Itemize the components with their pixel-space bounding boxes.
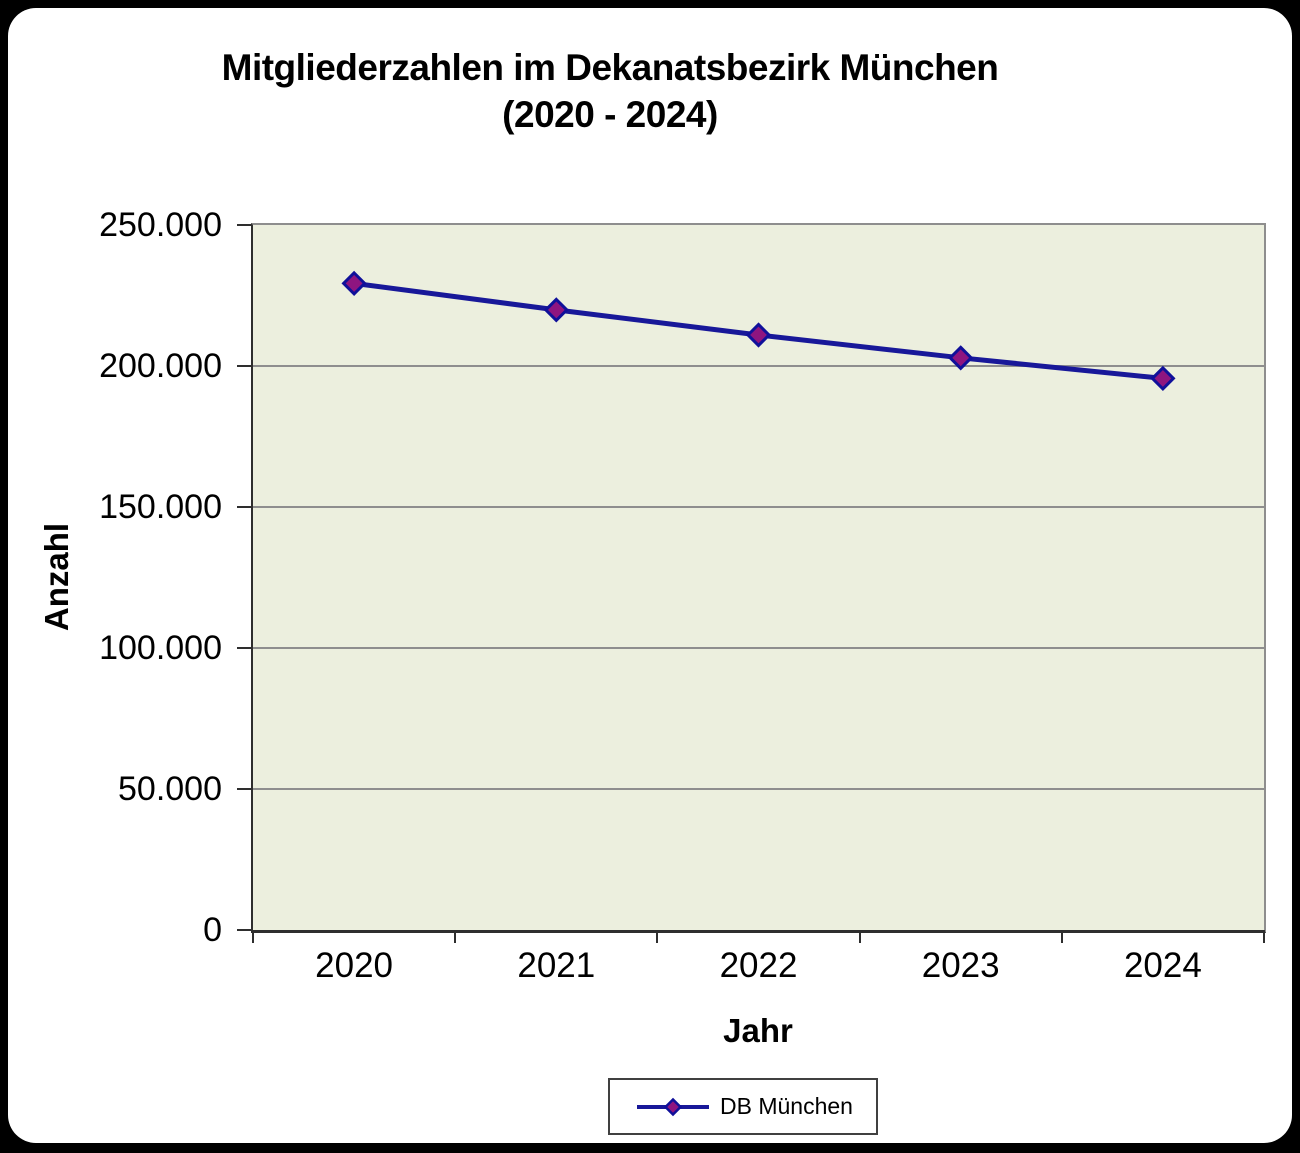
y-tick-label: 0 bbox=[203, 911, 222, 949]
x-tick-mark bbox=[252, 930, 254, 943]
x-tick-mark bbox=[656, 930, 659, 943]
y-tick-mark bbox=[237, 224, 251, 226]
y-tick-label: 200.000 bbox=[99, 347, 222, 385]
chart-title: Mitgliederzahlen im Dekanatsbezirk Münch… bbox=[10, 44, 1210, 138]
y-tick-label: 150.000 bbox=[99, 488, 222, 526]
legend-item-label: DB München bbox=[720, 1093, 853, 1119]
gridline bbox=[253, 506, 1264, 508]
y-tick-mark bbox=[237, 788, 251, 790]
x-tick-mark bbox=[858, 930, 861, 943]
x-tick-mark bbox=[1060, 930, 1063, 943]
gridline bbox=[253, 365, 1264, 367]
y-tick-mark bbox=[237, 647, 251, 649]
legend: DB München bbox=[608, 1078, 878, 1135]
chart-title-line2: (2020 - 2024) bbox=[502, 94, 718, 135]
chart-title-line1: Mitgliederzahlen im Dekanatsbezirk Münch… bbox=[221, 47, 999, 88]
plot-area bbox=[251, 223, 1266, 933]
y-axis-title: Anzahl bbox=[38, 522, 75, 632]
y-tick-label: 250.000 bbox=[99, 206, 222, 244]
y-tick-mark bbox=[237, 506, 251, 508]
x-tick-label: 2023 bbox=[921, 946, 1000, 985]
x-axis-title: Jahr bbox=[723, 1012, 793, 1049]
x-tick-label: 2022 bbox=[719, 946, 798, 985]
y-tick-label: 50.000 bbox=[118, 770, 222, 808]
x-tick-label: 2020 bbox=[315, 946, 394, 985]
y-tick-label: 100.000 bbox=[99, 629, 222, 667]
x-tick-label: 2024 bbox=[1123, 946, 1202, 985]
y-tick-mark bbox=[237, 365, 251, 367]
x-tick-label: 2021 bbox=[517, 946, 596, 985]
legend-series-marker-icon bbox=[637, 1097, 710, 1116]
y-tick-mark bbox=[237, 929, 251, 931]
x-tick-mark bbox=[1263, 930, 1265, 943]
x-tick-mark bbox=[454, 930, 457, 943]
gridline bbox=[253, 647, 1264, 649]
gridline bbox=[253, 788, 1264, 790]
